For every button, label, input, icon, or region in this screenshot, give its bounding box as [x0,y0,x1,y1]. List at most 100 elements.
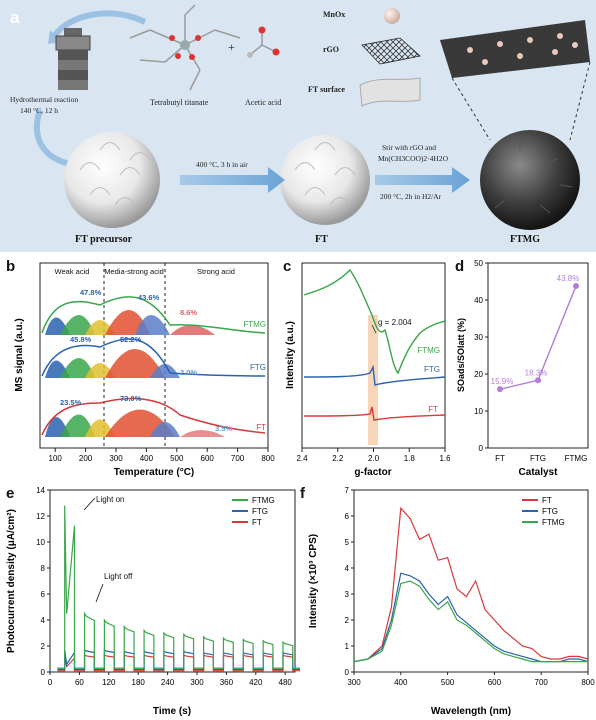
ftmg-pct-3: 8.6% [180,308,197,317]
x-tick-label: 360 [220,678,234,687]
region-label-strong: Strong acid [197,267,235,276]
ftg-pct-2: 52.2% [120,335,142,344]
data-label: 18.3% [525,368,548,377]
x-tick-label: 200 [79,454,93,463]
data-point [497,386,503,393]
series-label-ftg: FTG [424,365,440,374]
plus-sign: + [228,40,235,54]
data-point [573,282,579,289]
panel-e-frame [49,489,296,673]
panel-d-xticks: FT FTG FTMG [495,454,587,463]
region-label-media: Media-strong acid [104,267,164,276]
y-tick-label: 6 [41,590,46,599]
arrow-step1 [180,167,285,193]
panel-label-c: c [283,258,292,275]
panel-b-chart: Weak acid Media-strong acid Strong acid … [14,262,275,478]
legend-label: FTMG [542,518,565,527]
panel-d-plot: 15.9% 18.3% 43.8% [491,274,580,393]
panel-f-xlabel: Wavelength (nm) [431,706,511,717]
x-tick-label: 2.4 [296,454,308,463]
panel-e-yticks: 0 2 4 6 8 10 12 14 [36,486,50,677]
series-label-ftmg: FTMG [243,320,266,329]
panel-d-frame [487,262,589,449]
panel-label-a: a [10,8,20,27]
ftmg-pct-2: 43.6% [138,293,160,302]
series-line-ftg [57,648,300,670]
x-tick-label: 500 [441,678,455,687]
curved-arrow-top [52,10,147,37]
panel-e-ylabel: Photocurrent density (μA/cm²) [6,509,17,653]
x-tick-label: 400 [140,454,154,463]
panel-b-frame [39,262,269,449]
panel-a-schematic: a Hydrothermal reaction 140 °C, 12 h Tet… [0,0,596,252]
ft-label: FT [315,234,328,245]
series-line-ft [57,654,300,672]
tbt-label: Tetrabutyl titanate [150,98,209,107]
hydrothermal-cond-label: 140 °C, 12 h [20,106,59,115]
panel-e-legend: FTMG FTG FT [232,496,275,527]
ft-precursor-sphere [64,132,160,228]
acetic-acid-molecule-icon [247,26,280,58]
panel-c-chart: g = 2.004 FTMG FTG FT 2.4 2.2 2.0 1.8 1.6 g-… [285,262,450,478]
y-tick-label: 14 [36,486,45,495]
ftmg-tpd-peaks [41,296,266,335]
series-line-ft [303,406,446,421]
x-tick-label: 500 [170,454,184,463]
rgo-label: rGO [323,45,339,54]
mnox-label: MnOx [323,10,346,19]
rgo-sheet-icon [361,37,421,65]
data-label: 43.8% [557,274,580,283]
x-tick-label: 480 [279,678,293,687]
x-tick-label: FT [495,454,505,463]
panel-e-chart: 0 2 4 6 8 10 12 14 0 60 120 180 240 300 360 420 480 FTM… [6,486,300,717]
panel-d-xlabel: Catalyst [519,467,559,478]
x-tick-label: 420 [249,678,263,687]
y-tick-label: 0 [479,444,484,453]
arrow-step2 [375,167,470,193]
x-tick-label: 100 [49,454,63,463]
y-tick-label: 4 [345,564,350,573]
y-tick-label: 1 [345,642,350,651]
y-tick-label: 5 [345,538,350,547]
panel-f-plot [353,506,589,663]
panel-e-xticks: 0 60 120 180 240 300 360 420 480 [48,672,293,687]
step2a-label: Stir with rGO and [382,143,436,152]
panel-f-frame [353,489,589,673]
series-label-ftmg: FTMG [417,346,440,355]
x-tick-label: 1.8 [404,454,416,463]
panel-e-xlabel: Time (s) [153,706,191,717]
series-line-ftmg [303,268,446,375]
x-tick-label: 700 [535,678,549,687]
panel-b-xlabel: Temperature (°C) [114,467,195,478]
light-on-annotation: Light on [96,495,124,504]
ftmg-sphere [480,130,580,230]
x-tick-label: 2.2 [332,454,344,463]
x-tick-label: 400 [394,678,408,687]
ftg-pct-1: 45.8% [70,335,92,344]
y-tick-label: 50 [474,259,483,268]
ft-surface-label: FT surface [308,85,345,94]
x-tick-label: 300 [347,678,361,687]
x-tick-label: 0 [48,678,53,687]
x-tick-label: 60 [75,678,84,687]
panel-e-plot [57,505,300,672]
x-tick-label: FTG [530,454,546,463]
x-tick-label: 120 [102,678,116,687]
y-tick-label: 2 [41,642,46,651]
step1-label: 400 °C, 3 h in air [196,160,248,169]
y-tick-label: 0 [41,668,46,677]
step2b-label: Mn(CH3COO)2·4H2O [378,154,448,163]
y-tick-label: 20 [474,370,483,379]
hydrothermal-label: Hydrothermal reaction [10,95,79,104]
ft-surface-icon [359,77,421,107]
panel-f-xticks: 300 400 500 600 700 800 [347,672,595,687]
panel-f-chart: 0 1 2 3 4 5 6 7 300 400 500 600 700 800 FT FTG FTMG Wa… [308,486,595,717]
step2c-label: 200 °C, 2h in H2/Ar [380,192,442,201]
panel-f-legend: FT FTG FTMG [522,496,565,527]
ft-pct-2: 73.0% [120,394,142,403]
x-tick-label: 600 [201,454,215,463]
legend-label: FT [542,496,552,505]
x-tick-label: 600 [488,678,502,687]
panel-d-ylabel: SOads/SOlatt (%) [456,318,466,392]
ftg-pct-3: 2.0% [180,368,197,377]
